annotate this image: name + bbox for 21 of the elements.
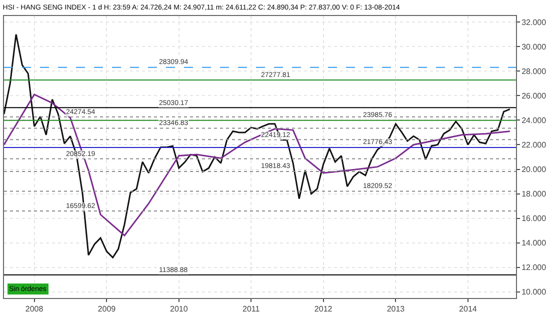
y-tick-label: 26.000 [522,92,547,100]
y-tick-label: 16.000 [522,214,547,224]
y-tick-label: 10.000 [522,288,547,297]
y-tick-label: 12.000 [522,263,547,272]
y-tick-label: 32.000 [522,18,547,27]
x-tick-label: 2010 [170,304,188,314]
x-tick-label: 2009 [98,304,116,314]
x-tick-label: 2014 [459,304,478,314]
y-tick-label: 14.000 [522,238,547,248]
y-tick-label: 18.000 [522,190,547,199]
line-series [4,34,511,258]
y-tick-label: 20.000 [522,165,547,174]
x-tick-label: 2013 [386,304,406,314]
x-tick-label: 2012 [314,304,333,314]
y-tick-label: 24.000 [522,116,547,126]
y-tick-label: 22.000 [522,140,547,150]
x-tick-label: 2011 [242,304,260,314]
line-series [4,94,511,236]
y-tick-label: 28.000 [522,66,547,76]
y-tick-label: 30.000 [522,42,547,52]
x-tick-label: 2008 [25,304,44,314]
